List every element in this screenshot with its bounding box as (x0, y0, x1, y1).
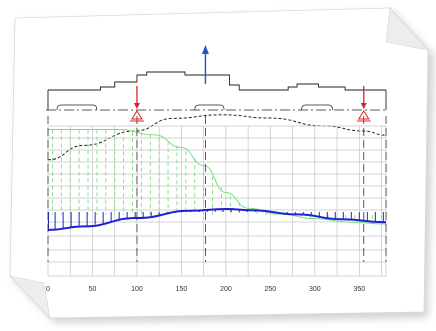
reference-lines (47, 116, 387, 262)
groove-right (301, 104, 333, 111)
x-tick-label: 250 (265, 286, 277, 293)
support-arrow-head (360, 103, 367, 109)
support-left-bearing (129, 86, 144, 122)
groove-left (56, 104, 98, 111)
page-curl-top-right (385, 7, 429, 51)
document-page (9, 7, 429, 319)
shaft-section (46, 71, 388, 161)
x-tick-label: 300 (309, 286, 321, 293)
blue-curve (48, 207, 386, 231)
support-triangle (131, 110, 143, 120)
x-tick-label: 0 (46, 286, 50, 293)
page-curl-bottom-left (9, 275, 51, 319)
x-tick-label: 350 (353, 286, 365, 293)
green-hatch (51, 129, 383, 224)
x-axis: 0 50 100 150 200 250 300 350 (46, 286, 365, 293)
shaft-outline (48, 71, 386, 91)
groove-middle (194, 104, 225, 111)
support-arrow-head (133, 103, 140, 109)
green-curve (48, 128, 386, 225)
x-tick-label: 150 (176, 286, 188, 293)
deflection-curve (47, 114, 387, 161)
load-arrow-head (201, 45, 209, 54)
supports (129, 86, 371, 122)
support-triangle (357, 110, 370, 120)
x-tick-label: 100 (131, 286, 143, 293)
support-right-bearing (356, 86, 371, 122)
x-tick-label: 50 (89, 286, 97, 293)
load-arrow (201, 45, 209, 84)
x-tick-label: 200 (220, 286, 232, 293)
